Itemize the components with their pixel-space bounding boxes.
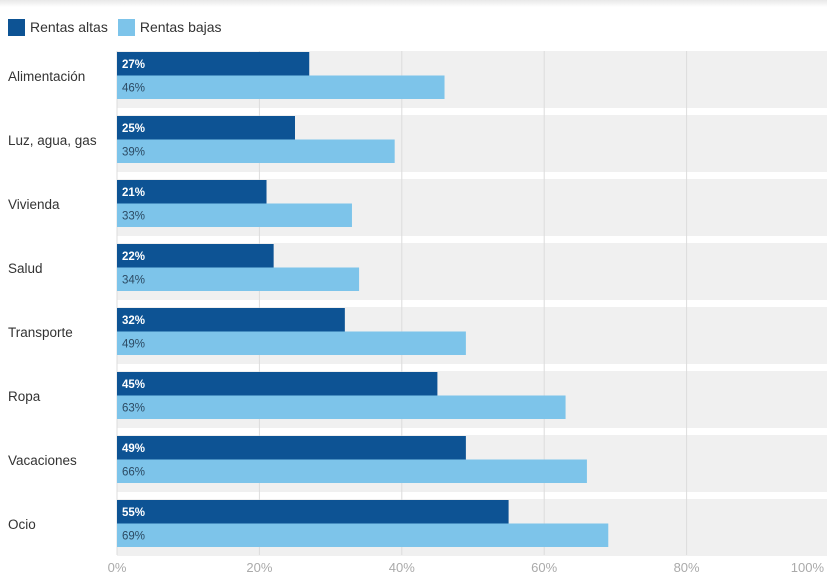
data-label-rentas-bajas-vivienda: 33% bbox=[122, 211, 145, 223]
data-label-rentas-bajas-salud: 34% bbox=[122, 275, 145, 287]
data-label-rentas-bajas-vacaciones: 66% bbox=[122, 467, 145, 479]
category-label-transporte: Transporte bbox=[8, 325, 73, 340]
data-label-rentas-altas-transporte: 32% bbox=[122, 315, 145, 327]
x-tick-label-20: 20% bbox=[246, 560, 272, 575]
data-label-rentas-altas-salud: 22% bbox=[122, 251, 145, 263]
bar-rentas-bajas-vacaciones bbox=[117, 459, 587, 483]
bar-rentas-bajas-ropa bbox=[117, 395, 566, 419]
bar-rentas-altas-alimentacion bbox=[117, 52, 310, 76]
x-tick-label-0: 0% bbox=[108, 560, 127, 575]
data-label-rentas-altas-ocio: 55% bbox=[122, 507, 145, 519]
data-label-rentas-altas-vivienda: 21% bbox=[122, 187, 145, 199]
bar-rentas-bajas-vivienda bbox=[117, 203, 352, 227]
legend-swatch-rentas-bajas bbox=[117, 18, 135, 36]
bar-rentas-altas-ropa bbox=[117, 372, 438, 396]
x-tick-label-60: 60% bbox=[531, 560, 557, 575]
data-label-rentas-bajas-ropa: 63% bbox=[122, 403, 145, 415]
x-tick-label-100: 100% bbox=[791, 560, 825, 575]
bar-rentas-bajas-luz-agua-gas bbox=[117, 139, 395, 163]
data-label-rentas-altas-alimentacion: 27% bbox=[122, 59, 145, 71]
top-strip bbox=[0, 0, 827, 7]
bar-rentas-altas-transporte bbox=[117, 308, 345, 332]
bar-rentas-altas-luz-agua-gas bbox=[117, 116, 295, 140]
data-label-rentas-bajas-luz-agua-gas: 39% bbox=[122, 147, 145, 159]
legend-item-rentas-altas: Rentas altas bbox=[8, 18, 108, 36]
chart-legend: Rentas altas Rentas bajas bbox=[8, 17, 222, 37]
category-label-ocio: Ocio bbox=[8, 517, 36, 532]
data-label-rentas-bajas-alimentacion: 46% bbox=[122, 83, 145, 95]
bar-rentas-altas-vivienda bbox=[117, 180, 267, 204]
legend-swatch-rentas-altas bbox=[8, 18, 25, 36]
bar-rentas-bajas-transporte bbox=[117, 331, 466, 355]
legend-item-rentas-bajas: Rentas bajas bbox=[117, 18, 222, 36]
category-label-salud: Salud bbox=[8, 261, 43, 276]
category-label-vivienda: Vivienda bbox=[8, 197, 60, 212]
category-label-alimentacion: Alimentación bbox=[8, 69, 85, 84]
bar-rentas-altas-ocio bbox=[117, 500, 509, 524]
data-label-rentas-bajas-transporte: 49% bbox=[122, 339, 145, 351]
x-tick-label-40: 40% bbox=[389, 560, 415, 575]
bar-rentas-bajas-ocio bbox=[117, 523, 609, 547]
category-label-ropa: Ropa bbox=[8, 389, 41, 404]
category-label-vacaciones: Vacaciones bbox=[8, 453, 77, 468]
data-label-rentas-altas-luz-agua-gas: 25% bbox=[122, 123, 145, 135]
x-tick-label-80: 80% bbox=[674, 560, 700, 575]
bar-rentas-bajas-alimentacion bbox=[117, 75, 445, 99]
legend-label-rentas-altas: Rentas altas bbox=[30, 19, 108, 35]
category-label-luz-agua-gas: Luz, agua, gas bbox=[8, 133, 97, 148]
bar-rentas-altas-salud bbox=[117, 244, 274, 268]
data-label-rentas-bajas-ocio: 69% bbox=[122, 531, 145, 543]
legend-label-rentas-bajas: Rentas bajas bbox=[139, 19, 222, 35]
bar-rentas-altas-vacaciones bbox=[117, 436, 466, 460]
data-label-rentas-altas-vacaciones: 49% bbox=[122, 443, 145, 455]
bar-rentas-bajas-salud bbox=[117, 267, 360, 291]
data-label-rentas-altas-ropa: 45% bbox=[122, 379, 145, 391]
